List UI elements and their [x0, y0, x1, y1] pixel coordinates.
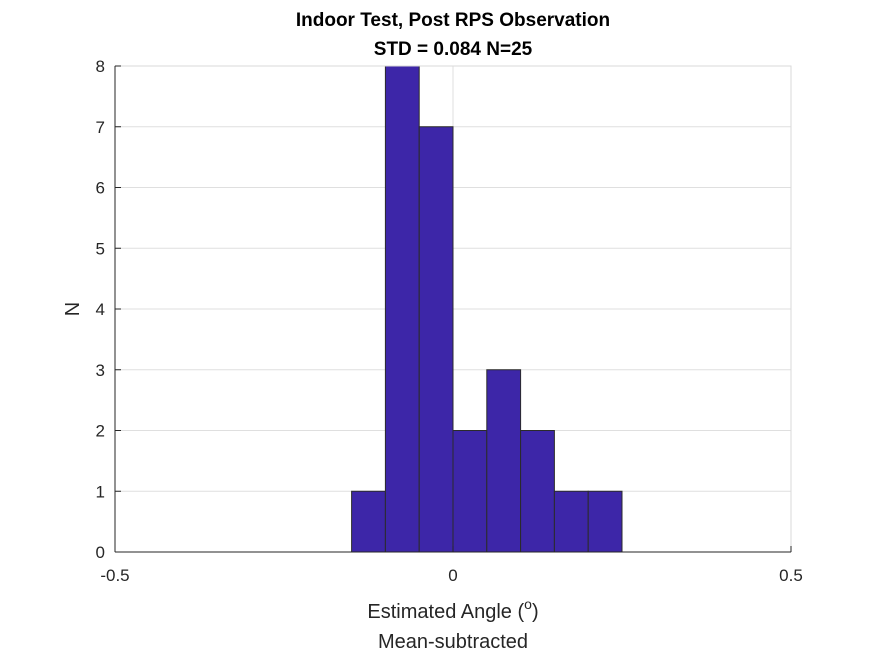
tick-labels: 0 1 2 3 4 5 6 7 8 -0.5 0 0.5	[96, 57, 803, 585]
y-tick-label: 5	[96, 239, 105, 258]
y-tick-label: 4	[96, 300, 105, 319]
x-axis-label-main: Estimated Angle (	[367, 601, 524, 623]
x-tick-label: -0.5	[100, 566, 129, 585]
y-tick-label: 8	[96, 57, 105, 76]
x-axis-label: Estimated Angle (o)	[367, 596, 538, 623]
y-tick-label: 2	[96, 422, 105, 441]
chart-subtitle: STD = 0.084 N=25	[374, 39, 533, 60]
x-axis-label-close: )	[532, 601, 539, 623]
y-tick-label: 6	[96, 179, 105, 198]
histogram-bar	[520, 430, 555, 553]
y-axis-label: N	[62, 302, 84, 316]
y-tick-label: 7	[96, 118, 105, 137]
y-tick-label: 0	[96, 543, 105, 562]
histogram-bar	[351, 490, 386, 553]
histogram-bar	[384, 65, 420, 553]
histogram-bar	[553, 490, 589, 553]
x-axis-label-superscript: o	[524, 596, 532, 612]
histogram-bar	[486, 369, 522, 553]
x-tick-label: 0.5	[779, 566, 803, 585]
x-axis-sublabel: Mean-subtracted	[378, 631, 528, 653]
x-tick-label: 0	[448, 566, 457, 585]
y-tick-label: 1	[96, 482, 105, 501]
histogram-bar	[418, 126, 454, 553]
histogram-bars	[351, 65, 623, 553]
y-tick-label: 3	[96, 361, 105, 380]
chart-title: Indoor Test, Post RPS Observation	[296, 10, 610, 31]
histogram-bar	[452, 430, 488, 553]
histogram-bar	[587, 490, 623, 553]
